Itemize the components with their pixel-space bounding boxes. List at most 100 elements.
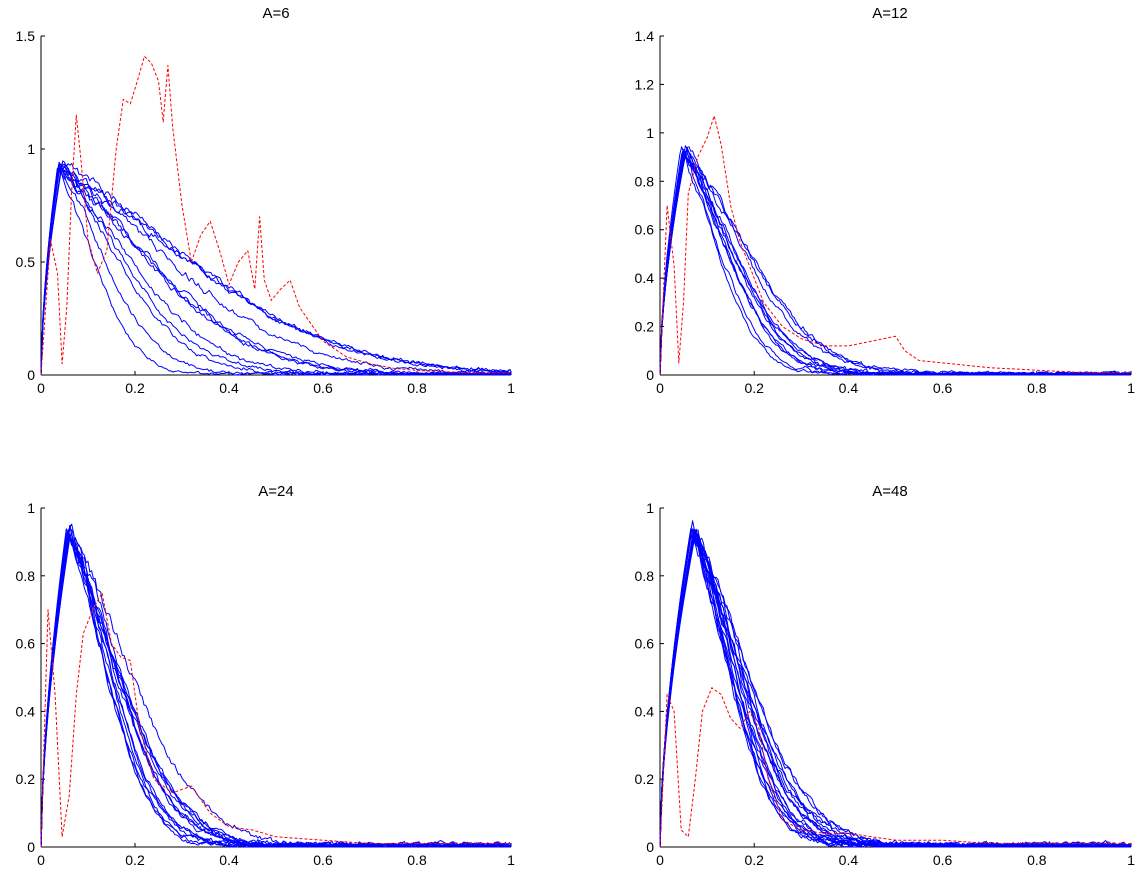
blue-series-curve	[659, 534, 1131, 848]
y-tick-label: 0.6	[635, 222, 655, 238]
y-tick-label: 1.2	[635, 76, 655, 92]
y-tick-label: 1.5	[16, 28, 36, 44]
x-tick-label: 0.4	[219, 852, 239, 868]
blue-series-curve	[659, 529, 1132, 848]
y-tick-label: 0.8	[635, 568, 655, 584]
subplot-a12: A=12 0 0.2 0.4 0.6 0.8 1 0 0.2 0.4 0.6 0.8 1 1.2 1.4	[635, 5, 1136, 396]
x-tick-label: 0.8	[407, 380, 427, 396]
y-tick-label: 0.4	[635, 270, 655, 286]
blue-series-curve	[659, 520, 1132, 848]
x-tick-label: 0.6	[933, 380, 953, 396]
red-series-curve	[40, 592, 511, 848]
y-tick-label: 0.8	[16, 568, 36, 584]
blue-series-curve	[40, 532, 511, 848]
y-tick-label: 0	[27, 367, 35, 383]
blue-series-curve	[659, 532, 1132, 848]
red-series-curve	[659, 115, 1131, 376]
subplot-a24: A=24 0 0.2 0.4 0.6 0.8 1 0 0.2 0.4 0.6 0.8 1	[16, 483, 516, 868]
panel-title: A=12	[872, 5, 907, 22]
red-series-curve	[659, 687, 1131, 848]
blue-series-curve	[659, 146, 1132, 376]
blue-series-curve	[40, 160, 512, 376]
blue-series-curve	[659, 530, 1132, 848]
blue-series-curve	[659, 529, 1132, 848]
x-tick-label: 0	[37, 380, 45, 396]
x-tick-label: 0.6	[313, 380, 333, 396]
x-tick-label: 0.2	[744, 380, 764, 396]
y-tick-label: 0	[646, 839, 654, 855]
panel-title: A=48	[872, 483, 907, 500]
blue-series-curve	[659, 529, 1132, 848]
x-tick-label: 0.2	[744, 852, 764, 868]
y-tick-label: 0.8	[635, 173, 655, 189]
blue-series-curve	[40, 168, 512, 376]
blue-series-curve	[40, 524, 512, 848]
subplot-a6: A=6 0 0.2 0.4 0.6 0.8 1 0 0.5 1 1.5	[16, 5, 516, 396]
y-tick-label: 1	[646, 500, 654, 516]
x-tick-label: 1	[507, 380, 515, 396]
blue-series-curve	[40, 167, 512, 376]
x-tick-label: 0.2	[125, 380, 145, 396]
blue-series-curve	[659, 153, 1132, 376]
blue-series-curve	[659, 151, 1132, 376]
y-tick-label: 0.6	[16, 636, 36, 652]
blue-series-curve	[659, 146, 1131, 376]
blue-series-curve	[659, 533, 1132, 848]
x-tick-label: 0.4	[839, 852, 859, 868]
x-tick-label: 0	[37, 852, 45, 868]
blue-series-curve	[659, 529, 1132, 848]
blue-series-curve	[659, 528, 1132, 848]
blue-series-curve	[40, 525, 512, 848]
blue-series-curve	[659, 535, 1132, 848]
blue-series-curve	[40, 170, 512, 376]
x-tick-label: 0.8	[1027, 852, 1047, 868]
red-series-curve	[40, 55, 511, 376]
x-tick-label: 1	[1127, 380, 1135, 396]
y-tick-label: 1	[646, 125, 654, 141]
blue-series-curve	[659, 530, 1132, 848]
panel-title: A=24	[258, 483, 293, 500]
y-tick-label: 0.4	[635, 703, 655, 719]
blue-series-curve	[40, 164, 512, 376]
blue-series-curve	[40, 533, 511, 848]
blue-series-curve	[659, 530, 1132, 848]
x-tick-label: 0	[656, 380, 664, 396]
y-tick-label: 1.4	[635, 28, 655, 44]
blue-series-curve	[40, 525, 512, 848]
y-tick-label: 0.5	[16, 254, 36, 270]
y-tick-label: 0.4	[16, 703, 36, 719]
y-tick-label: 0.6	[635, 636, 655, 652]
blue-series-curve	[659, 539, 1132, 848]
y-tick-label: 0	[27, 839, 35, 855]
x-tick-label: 1	[1127, 852, 1135, 868]
blue-series-curve	[659, 537, 1132, 848]
x-tick-label: 1	[507, 852, 515, 868]
x-tick-label: 0.2	[125, 852, 145, 868]
y-tick-label: 1	[27, 141, 35, 157]
blue-series-curve	[659, 527, 1132, 848]
y-tick-label: 0	[646, 367, 654, 383]
blue-series-curve	[40, 161, 512, 376]
y-tick-label: 0.2	[635, 771, 655, 787]
blue-series-curve	[659, 528, 1132, 848]
blue-series-curve	[659, 145, 1132, 376]
blue-series-curve	[659, 154, 1132, 376]
blue-series-curve	[40, 166, 511, 376]
y-tick-label: 0.2	[635, 319, 655, 335]
panel-title: A=6	[262, 5, 289, 22]
blue-series-curve	[40, 163, 512, 376]
blue-series-curve	[40, 523, 512, 848]
x-tick-label: 0	[656, 852, 664, 868]
subplot-a48: A=48 0 0.2 0.4 0.6 0.8 1 0 0.2 0.4 0.6 0.8 1	[635, 483, 1136, 868]
x-tick-label: 0.4	[839, 380, 859, 396]
blue-series-curve	[659, 533, 1132, 848]
x-tick-label: 0.6	[313, 852, 333, 868]
y-tick-label: 1	[27, 500, 35, 516]
x-tick-label: 0.4	[219, 380, 239, 396]
x-tick-label: 0.8	[407, 852, 427, 868]
blue-series-curve	[40, 167, 512, 376]
y-tick-label: 0.2	[16, 771, 36, 787]
x-tick-label: 0.6	[933, 852, 953, 868]
x-tick-label: 0.8	[1027, 380, 1047, 396]
